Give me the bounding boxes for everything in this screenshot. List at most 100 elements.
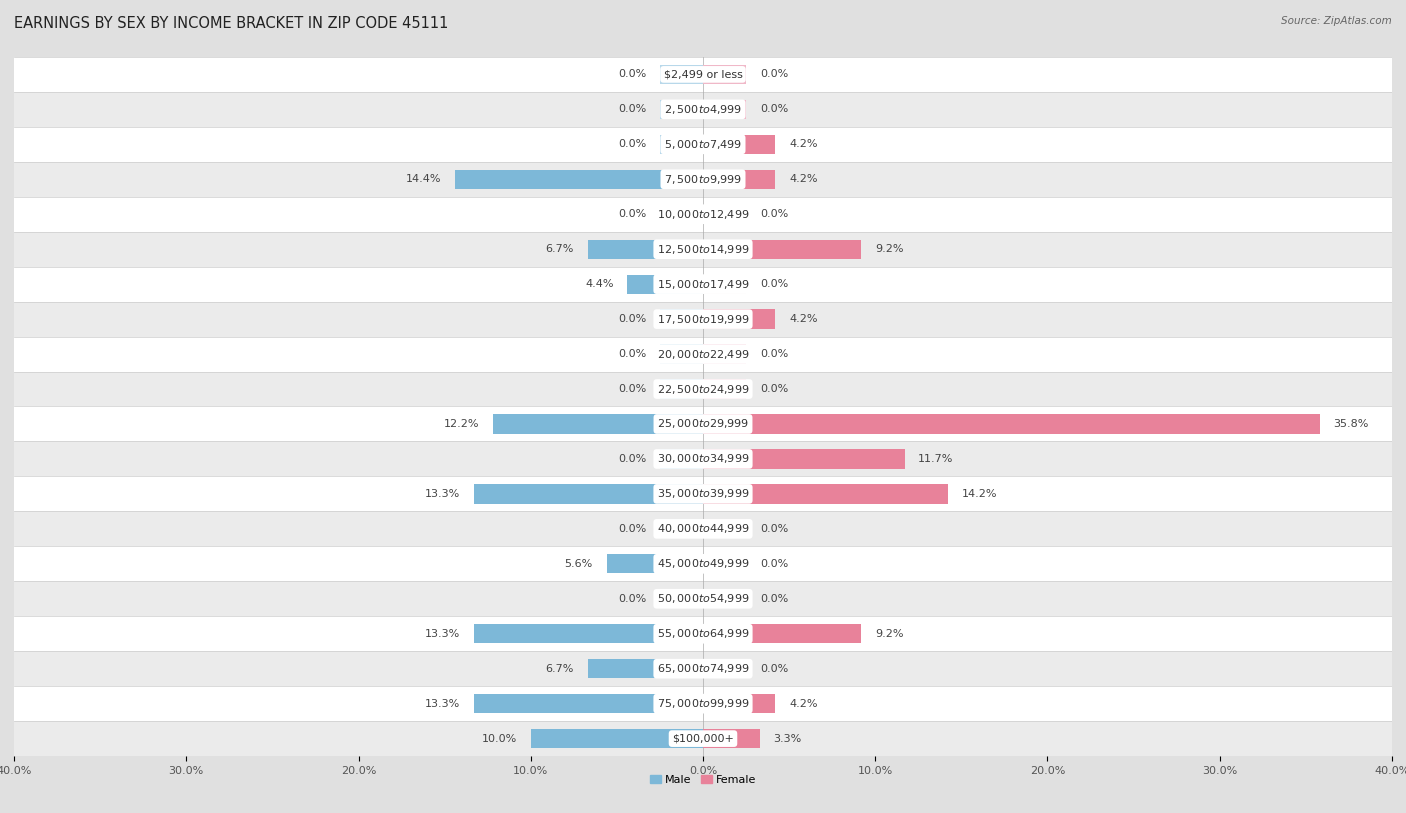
Text: 3.3%: 3.3%: [773, 733, 801, 744]
Text: 0.0%: 0.0%: [617, 454, 647, 464]
Text: 0.0%: 0.0%: [759, 559, 789, 569]
Text: 14.2%: 14.2%: [962, 489, 997, 499]
Bar: [474, 485, 703, 503]
Bar: [703, 100, 747, 119]
Bar: [14, 721, 1392, 756]
Text: 4.2%: 4.2%: [789, 174, 818, 185]
Bar: [659, 450, 703, 468]
Bar: [703, 554, 747, 573]
Legend: Male, Female: Male, Female: [645, 770, 761, 789]
Text: $75,000 to $99,999: $75,000 to $99,999: [657, 698, 749, 710]
Bar: [703, 170, 775, 189]
Bar: [703, 205, 747, 224]
Bar: [14, 616, 1392, 651]
Text: Source: ZipAtlas.com: Source: ZipAtlas.com: [1281, 16, 1392, 26]
Bar: [659, 135, 703, 154]
Text: $17,500 to $19,999: $17,500 to $19,999: [657, 313, 749, 325]
Text: 0.0%: 0.0%: [759, 384, 789, 394]
Text: $7,500 to $9,999: $7,500 to $9,999: [664, 173, 742, 185]
Text: $2,499 or less: $2,499 or less: [664, 69, 742, 80]
Text: $30,000 to $34,999: $30,000 to $34,999: [657, 453, 749, 465]
Bar: [703, 694, 775, 713]
Bar: [14, 476, 1392, 511]
Text: 14.4%: 14.4%: [406, 174, 441, 185]
Bar: [703, 729, 759, 748]
Text: $2,500 to $4,999: $2,500 to $4,999: [664, 103, 742, 115]
Bar: [14, 127, 1392, 162]
Bar: [627, 275, 703, 293]
Text: 0.0%: 0.0%: [617, 314, 647, 324]
Bar: [703, 659, 747, 678]
Bar: [588, 659, 703, 678]
Bar: [14, 92, 1392, 127]
Bar: [531, 729, 703, 748]
Text: 0.0%: 0.0%: [759, 209, 789, 220]
Text: 0.0%: 0.0%: [617, 209, 647, 220]
Bar: [703, 415, 1320, 433]
Text: $50,000 to $54,999: $50,000 to $54,999: [657, 593, 749, 605]
Text: $55,000 to $64,999: $55,000 to $64,999: [657, 628, 749, 640]
Text: 0.0%: 0.0%: [759, 524, 789, 534]
Bar: [14, 267, 1392, 302]
Bar: [703, 450, 904, 468]
Bar: [606, 554, 703, 573]
Text: $15,000 to $17,499: $15,000 to $17,499: [657, 278, 749, 290]
Text: 13.3%: 13.3%: [425, 628, 460, 639]
Text: $22,500 to $24,999: $22,500 to $24,999: [657, 383, 749, 395]
Text: $100,000+: $100,000+: [672, 733, 734, 744]
Text: 10.0%: 10.0%: [482, 733, 517, 744]
Text: $35,000 to $39,999: $35,000 to $39,999: [657, 488, 749, 500]
Text: 0.0%: 0.0%: [617, 104, 647, 115]
Bar: [14, 581, 1392, 616]
Text: 13.3%: 13.3%: [425, 698, 460, 709]
Text: 0.0%: 0.0%: [617, 69, 647, 80]
Text: 5.6%: 5.6%: [565, 559, 593, 569]
Bar: [588, 240, 703, 259]
Text: $25,000 to $29,999: $25,000 to $29,999: [657, 418, 749, 430]
Bar: [703, 275, 747, 293]
Bar: [14, 337, 1392, 372]
Bar: [14, 686, 1392, 721]
Bar: [14, 441, 1392, 476]
Bar: [14, 651, 1392, 686]
Text: 4.4%: 4.4%: [585, 279, 613, 289]
Bar: [494, 415, 703, 433]
Bar: [659, 520, 703, 538]
Bar: [659, 345, 703, 363]
Text: 0.0%: 0.0%: [617, 593, 647, 604]
Text: $20,000 to $22,499: $20,000 to $22,499: [657, 348, 749, 360]
Bar: [659, 100, 703, 119]
Bar: [14, 162, 1392, 197]
Text: 0.0%: 0.0%: [617, 349, 647, 359]
Bar: [659, 205, 703, 224]
Text: 35.8%: 35.8%: [1333, 419, 1369, 429]
Bar: [703, 520, 747, 538]
Text: 0.0%: 0.0%: [759, 663, 789, 674]
Text: 11.7%: 11.7%: [918, 454, 953, 464]
Bar: [703, 485, 948, 503]
Text: $65,000 to $74,999: $65,000 to $74,999: [657, 663, 749, 675]
Text: $45,000 to $49,999: $45,000 to $49,999: [657, 558, 749, 570]
Text: 4.2%: 4.2%: [789, 314, 818, 324]
Text: 0.0%: 0.0%: [617, 524, 647, 534]
Bar: [14, 197, 1392, 232]
Bar: [14, 57, 1392, 92]
Text: EARNINGS BY SEX BY INCOME BRACKET IN ZIP CODE 45111: EARNINGS BY SEX BY INCOME BRACKET IN ZIP…: [14, 16, 449, 31]
Bar: [474, 694, 703, 713]
Text: 0.0%: 0.0%: [617, 139, 647, 150]
Text: 6.7%: 6.7%: [546, 244, 574, 254]
Bar: [14, 232, 1392, 267]
Bar: [703, 240, 862, 259]
Bar: [703, 589, 747, 608]
Bar: [703, 624, 862, 643]
Text: 9.2%: 9.2%: [875, 244, 904, 254]
Bar: [659, 65, 703, 84]
Text: 0.0%: 0.0%: [759, 593, 789, 604]
Bar: [703, 135, 775, 154]
Bar: [14, 546, 1392, 581]
Bar: [14, 302, 1392, 337]
Bar: [659, 310, 703, 328]
Bar: [14, 406, 1392, 441]
Text: 0.0%: 0.0%: [617, 384, 647, 394]
Bar: [456, 170, 703, 189]
